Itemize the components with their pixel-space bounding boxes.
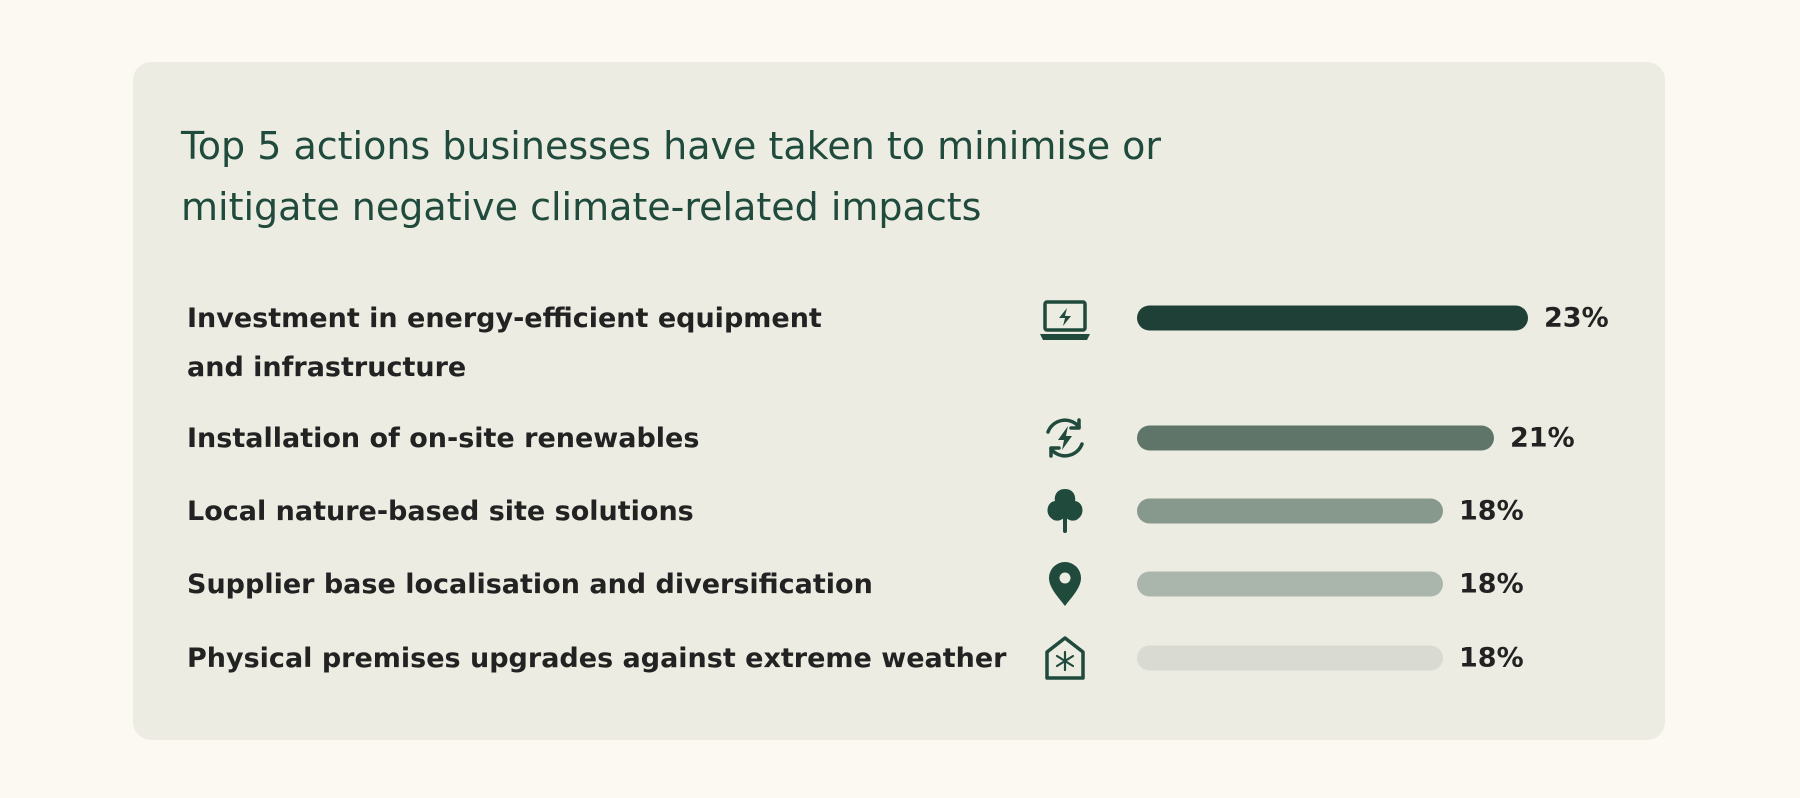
bar xyxy=(1137,305,1528,331)
bar xyxy=(1137,498,1443,524)
category-label: Investment in energy-efficient equipment… xyxy=(187,302,822,383)
icon-tree xyxy=(1047,489,1083,533)
category-label: Physical premises upgrades against extre… xyxy=(187,642,1007,674)
icon-location xyxy=(1049,562,1081,606)
bar xyxy=(1137,645,1443,671)
bar xyxy=(1137,425,1494,451)
category-label: Installation of on-site renewables xyxy=(187,422,700,454)
icon-renewable xyxy=(1046,418,1084,458)
category-label: Local nature-based site solutions xyxy=(187,495,694,527)
value-label: 21% xyxy=(1510,423,1575,454)
bar xyxy=(1137,571,1443,597)
card xyxy=(133,62,1665,740)
value-label: 23% xyxy=(1544,303,1609,334)
icon-laptop xyxy=(1040,300,1090,340)
value-label: 18% xyxy=(1459,569,1524,600)
value-label: 18% xyxy=(1459,496,1524,527)
value-label: 18% xyxy=(1459,643,1524,674)
chart-title: Top 5 actions businesses have taken to m… xyxy=(181,124,1162,229)
category-label: Supplier base localisation and diversifi… xyxy=(187,568,873,600)
icon-house xyxy=(1045,636,1085,680)
